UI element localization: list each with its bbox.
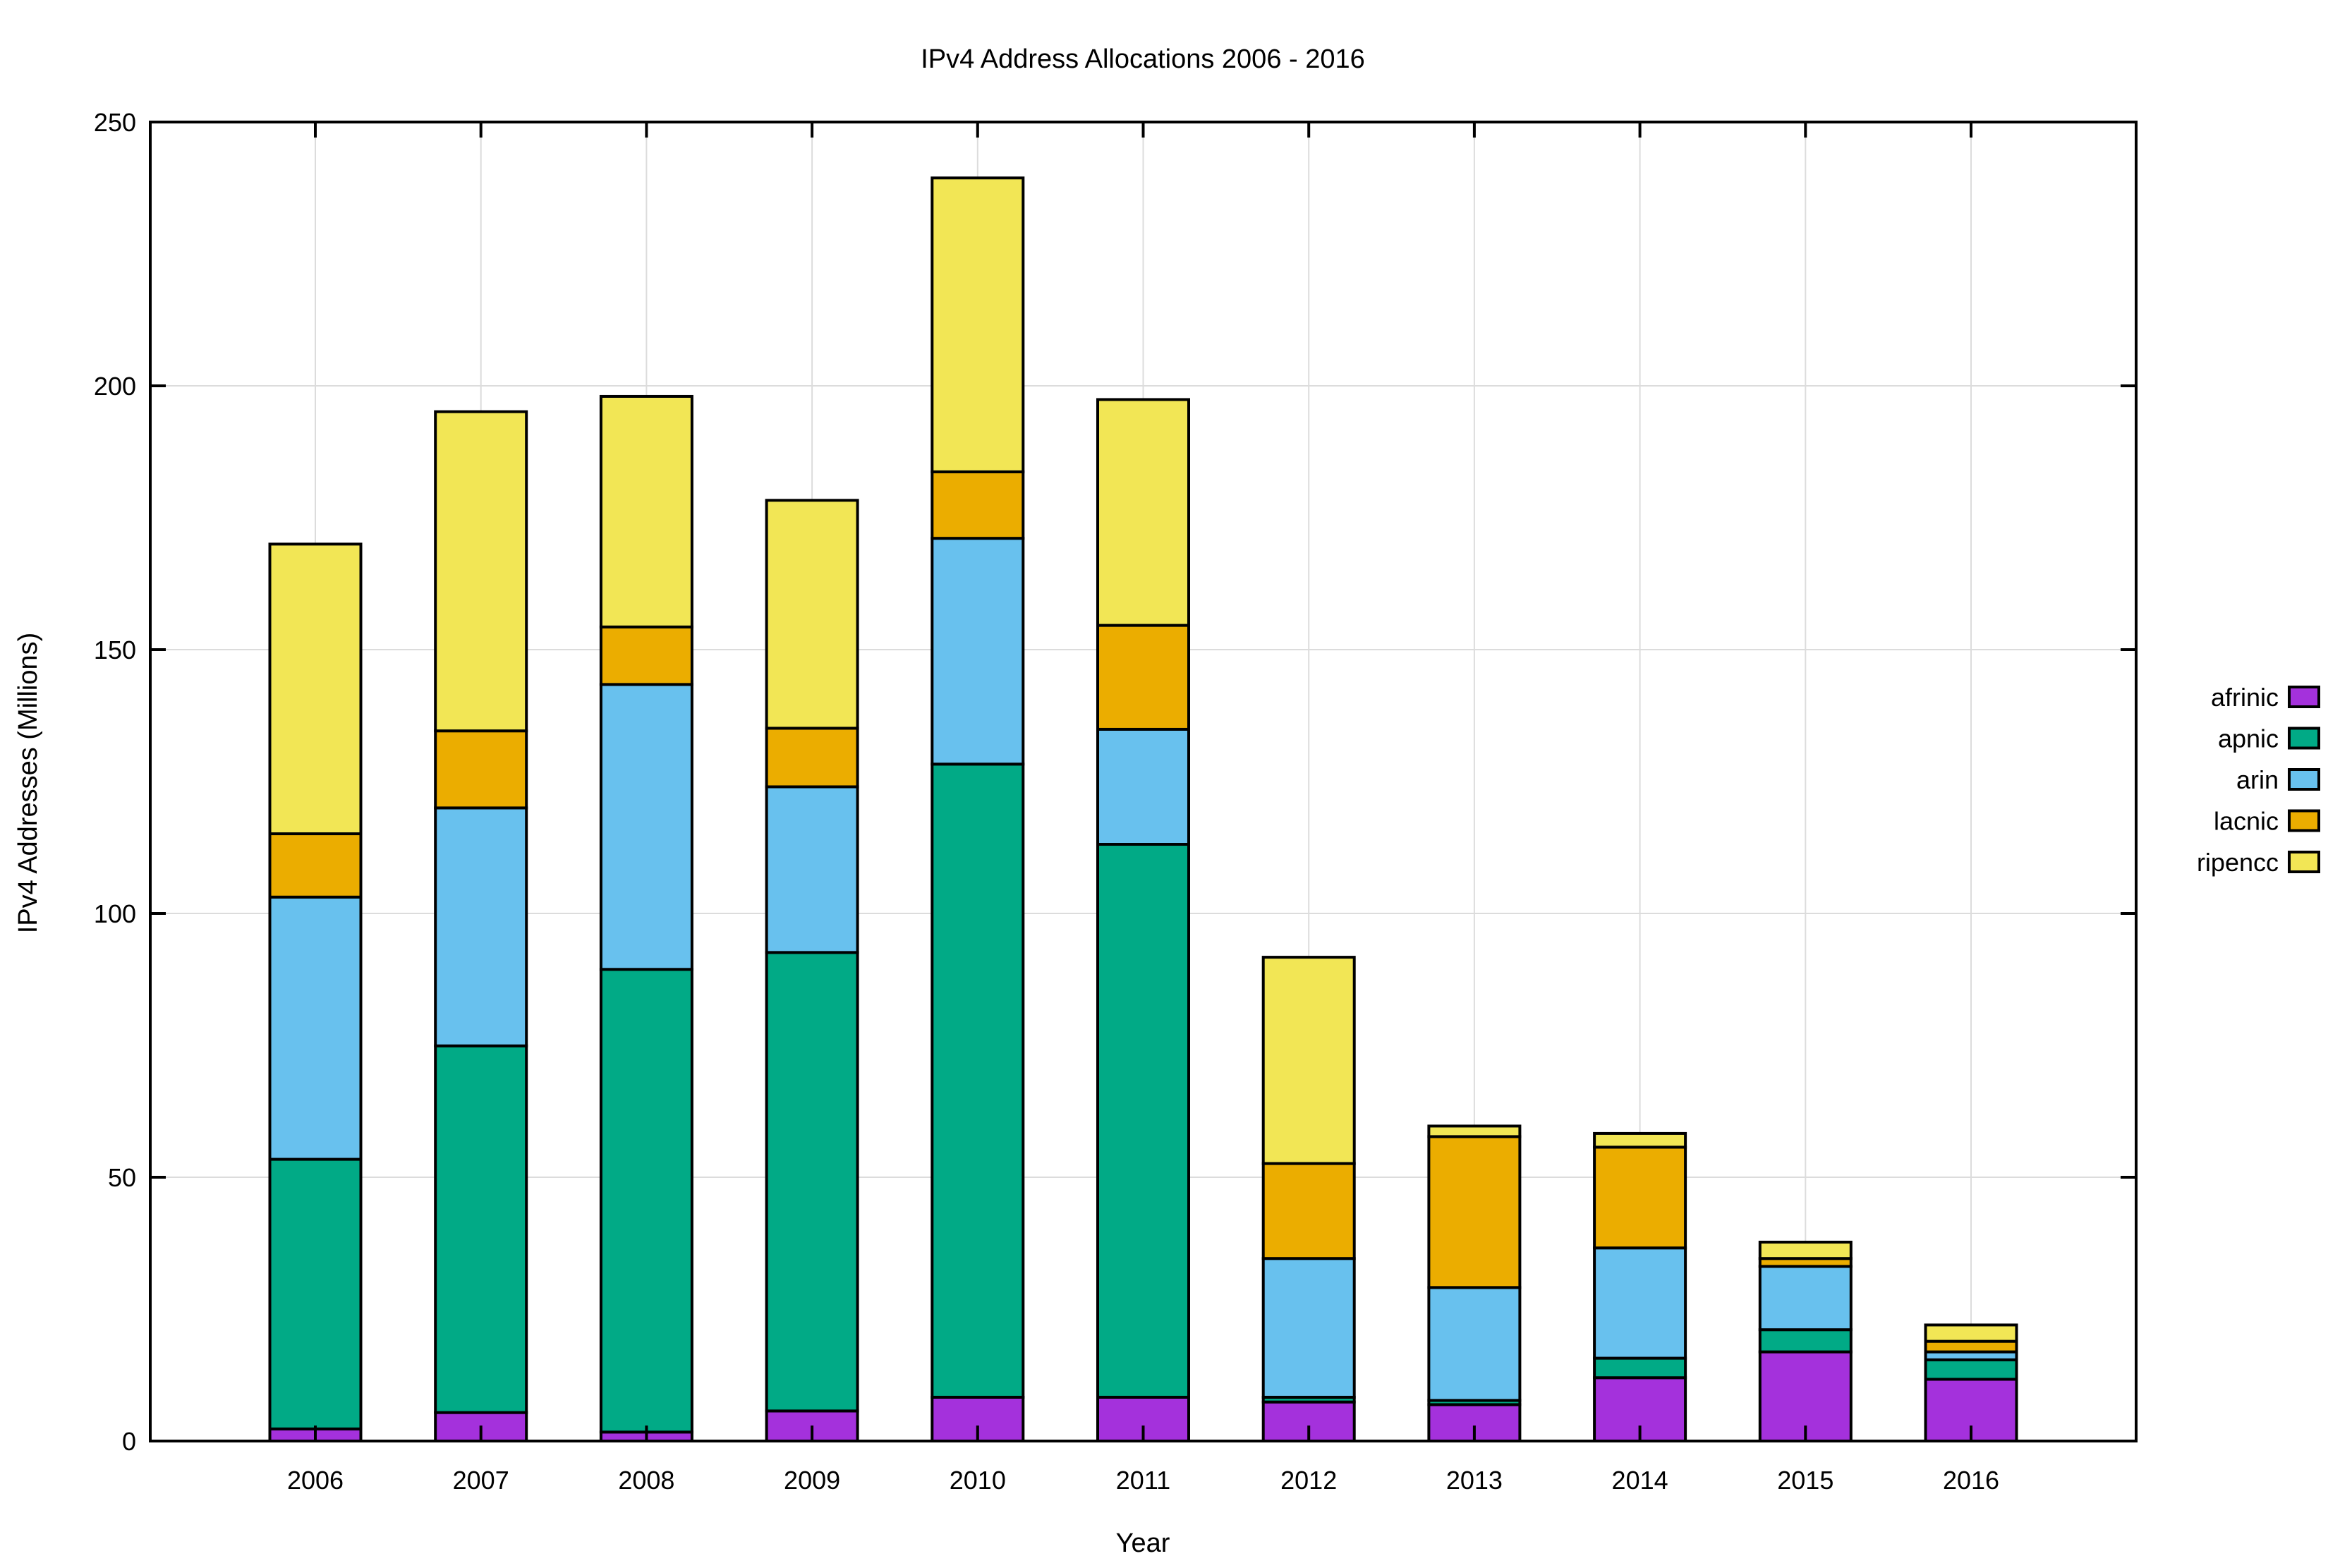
- x-tick-label: 2007: [453, 1466, 509, 1495]
- x-tick-label: 2009: [784, 1466, 840, 1495]
- bar-segment-arin: [434, 806, 528, 1047]
- x-tick-label: 2012: [1280, 1466, 1337, 1495]
- x-tick-label: 2015: [1777, 1466, 1833, 1495]
- bar-segment-ripencc: [1261, 956, 1356, 1165]
- legend-swatch-arin: [2288, 768, 2320, 791]
- bar-segment-apnic: [599, 968, 693, 1434]
- bar-stack-2006: [268, 542, 363, 1443]
- chart-title: IPv4 Address Allocations 2006 - 2016: [921, 44, 1365, 74]
- legend-label-ripencc: ripencc: [2197, 848, 2279, 877]
- bar-segment-ripencc: [434, 410, 528, 733]
- y-tick-label: 250: [94, 108, 136, 137]
- y-tick-label: 0: [122, 1427, 136, 1456]
- y-axis-label: IPv4 Addresses (Millions): [13, 633, 43, 934]
- bar-segment-ripencc: [268, 542, 363, 836]
- bar-segment-ripencc: [1427, 1124, 1522, 1138]
- bar-segment-lacnic: [765, 727, 859, 789]
- bar-segment-apnic: [765, 951, 859, 1413]
- bar-stack-2015: [1758, 1241, 1853, 1443]
- bar-segment-apnic: [268, 1157, 363, 1430]
- bar-segment-ripencc: [1593, 1131, 1687, 1149]
- bar-segment-ripencc: [765, 499, 859, 730]
- bar-segment-apnic: [1924, 1358, 2018, 1381]
- bar-segment-apnic: [434, 1044, 528, 1414]
- bar-stack-2009: [765, 499, 859, 1443]
- y-tick-labels: 0 50 100 150 200 250: [94, 108, 136, 1456]
- legend-label-afrinic: afrinic: [2211, 683, 2279, 712]
- x-tick-labels: 2006 2007 2008 2009 2010 2011 2012 2013 2014 2015…: [287, 1466, 1999, 1495]
- bar-segment-lacnic: [1924, 1339, 2018, 1354]
- legend-label-arin: arin: [2236, 765, 2279, 794]
- legend: afrinic apnic arin lacnic ripencc: [2197, 683, 2320, 877]
- bar-segment-lacnic: [1096, 624, 1190, 731]
- legend-swatch-lacnic: [2288, 809, 2320, 832]
- bar-segment-apnic: [1758, 1328, 1853, 1354]
- bar-segment-lacnic: [268, 832, 363, 899]
- bar-segment-arin: [1096, 727, 1190, 846]
- legend-label-lacnic: lacnic: [2214, 807, 2279, 836]
- x-axis-label: Year: [1116, 1529, 1170, 1558]
- bar-stack-2008: [599, 394, 693, 1443]
- y-tick-label: 150: [94, 636, 136, 664]
- y-tick-label: 100: [94, 899, 136, 928]
- bar-segment-lacnic: [1261, 1162, 1356, 1260]
- x-tick-label: 2016: [1943, 1466, 1999, 1495]
- axis-ticks: [150, 121, 2136, 1442]
- bar-segment-arin: [1427, 1286, 1522, 1402]
- legend-swatch-ripencc: [2288, 851, 2320, 873]
- x-tick-label: 2010: [950, 1466, 1006, 1495]
- bar-segment-arin: [931, 537, 1025, 766]
- x-tick-label: 2008: [618, 1466, 674, 1495]
- x-tick-label: 2014: [1612, 1466, 1668, 1495]
- bar-segment-lacnic: [931, 470, 1025, 540]
- bar-stack-2016: [1924, 1323, 2018, 1443]
- y-tick-label: 50: [108, 1163, 136, 1192]
- bar-stack-2011: [1096, 398, 1190, 1443]
- bar-segment-apnic: [1096, 843, 1190, 1399]
- bar-stack-2014: [1593, 1131, 1687, 1442]
- bar-segment-apnic: [1593, 1356, 1687, 1380]
- bar-segment-ripencc: [599, 394, 693, 628]
- bar-segment-arin: [599, 683, 693, 971]
- x-tick-label: 2006: [287, 1466, 344, 1495]
- bar-segment-arin: [1758, 1265, 1853, 1332]
- bar-segment-arin: [1593, 1246, 1687, 1360]
- bar-segment-lacnic: [1593, 1145, 1687, 1250]
- bar-segment-ripencc: [931, 176, 1025, 473]
- bar-segment-arin: [1261, 1257, 1356, 1399]
- bar-segment-lacnic: [599, 625, 693, 686]
- bar-segment-ripencc: [1096, 398, 1190, 627]
- legend-swatch-afrinic: [2288, 686, 2320, 708]
- bar-segment-arin: [765, 785, 859, 954]
- legend-label-apnic: apnic: [2218, 724, 2279, 753]
- bar-segment-apnic: [931, 762, 1025, 1399]
- x-tick-label: 2011: [1116, 1466, 1170, 1495]
- y-tick-label: 200: [94, 372, 136, 401]
- bar-stack-2013: [1427, 1124, 1522, 1442]
- bars: [268, 176, 2018, 1443]
- bar-segment-ripencc: [1924, 1323, 2018, 1343]
- legend-swatch-apnic: [2288, 727, 2320, 750]
- bar-stack-2007: [434, 410, 528, 1443]
- bar-segment-ripencc: [1758, 1241, 1853, 1260]
- bar-segment-arin: [268, 895, 363, 1161]
- bar-segment-lacnic: [1427, 1135, 1522, 1289]
- x-tick-label: 2013: [1446, 1466, 1503, 1495]
- bar-stack-2012: [1261, 956, 1356, 1442]
- bar-stack-2010: [931, 176, 1025, 1443]
- bar-segment-lacnic: [434, 729, 528, 810]
